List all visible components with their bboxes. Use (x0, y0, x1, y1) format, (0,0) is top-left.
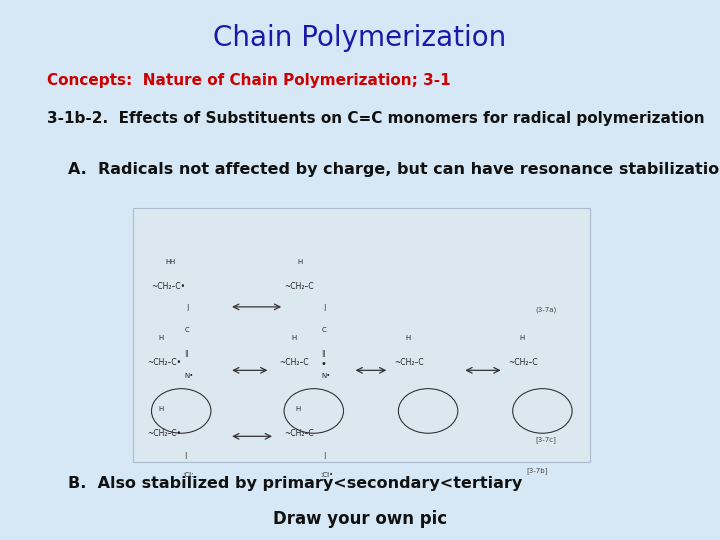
Text: [3-7c]: [3-7c] (536, 436, 557, 443)
Text: H: H (291, 335, 296, 341)
Text: |: | (184, 451, 186, 458)
Text: H: H (170, 259, 175, 265)
Text: ~CH₂–C: ~CH₂–C (508, 357, 538, 367)
Text: H: H (158, 406, 163, 412)
Text: C: C (184, 327, 189, 333)
Text: Concepts:  Nature of Chain Polymerization; 3-1: Concepts: Nature of Chain Polymerization… (47, 73, 451, 88)
Text: N•: N• (322, 373, 330, 379)
Text: Chain Polymerization: Chain Polymerization (213, 24, 507, 52)
Text: |: | (323, 451, 325, 458)
Text: ~CH₂–C: ~CH₂–C (284, 281, 314, 291)
Text: H: H (158, 335, 163, 341)
Text: ‖: ‖ (322, 350, 325, 357)
Text: 3-1b-2.  Effects of Substituents on C=C monomers for radical polymerization: 3-1b-2. Effects of Substituents on C=C m… (47, 111, 704, 126)
Text: A.  Radicals not affected by charge, but can have resonance stabilization: A. Radicals not affected by charge, but … (68, 162, 720, 177)
Text: :Cl•: :Cl• (320, 472, 333, 478)
Text: |: | (323, 305, 325, 312)
Text: •: • (320, 359, 327, 369)
Text: H: H (295, 406, 301, 412)
Text: H: H (165, 259, 171, 265)
Text: H: H (520, 335, 525, 341)
Text: ~CH₂–C: ~CH₂–C (284, 429, 314, 438)
Text: ~CH₂–C•: ~CH₂–C• (147, 429, 181, 438)
Text: C: C (322, 327, 326, 333)
Bar (133, 208, 590, 462)
Text: H: H (405, 335, 410, 341)
Text: N•: N• (184, 373, 194, 379)
Text: (3-7a): (3-7a) (536, 307, 557, 313)
Text: B.  Also stabilized by primary<secondary<tertiary: B. Also stabilized by primary<secondary<… (68, 476, 523, 491)
Text: :Cl:: :Cl: (183, 472, 194, 478)
Text: |: | (186, 305, 188, 312)
Text: ~CH₂–C: ~CH₂–C (394, 357, 423, 367)
Text: ‖: ‖ (184, 350, 188, 357)
Text: ~CH₂–C•: ~CH₂–C• (147, 357, 181, 367)
Text: Draw your own pic: Draw your own pic (273, 510, 447, 528)
Text: ~CH₂–C•: ~CH₂–C• (151, 281, 186, 291)
Text: [3-7b]: [3-7b] (526, 467, 548, 474)
Text: ~CH₂–C: ~CH₂–C (279, 357, 309, 367)
Text: H: H (298, 259, 303, 265)
